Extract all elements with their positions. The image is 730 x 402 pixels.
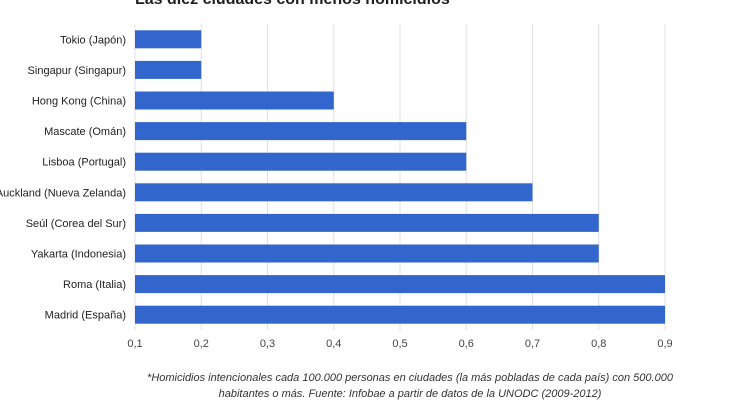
category-label: Madrid (España) <box>45 310 126 322</box>
bar <box>135 91 334 110</box>
bar <box>135 305 665 324</box>
x-tick-label: 0,2 <box>194 338 209 350</box>
bar <box>135 213 599 232</box>
category-label: Mascate (Omán) <box>44 126 126 138</box>
bar <box>135 183 533 202</box>
bar <box>135 60 202 79</box>
category-label: Lisboa (Portugal) <box>42 157 126 169</box>
x-tick-label: 0,1 <box>127 338 142 350</box>
category-label: Seúl (Corea del Sur) <box>26 218 126 230</box>
x-tick-label: 0,9 <box>657 338 672 350</box>
bar <box>135 275 665 294</box>
x-tick-label: 0,5 <box>392 338 407 350</box>
bar <box>135 30 202 49</box>
category-label: Roma (Italia) <box>63 279 126 291</box>
footnote-line-1: *Homicidios intencionales cada 100.000 p… <box>147 372 673 384</box>
category-label: Yakarta (Indonesia) <box>31 249 126 261</box>
category-label: Hong Kong (China) <box>32 96 126 108</box>
chart-footnote: *Homicidios intencionales cada 100.000 p… <box>130 370 690 402</box>
x-tick-label: 0,7 <box>525 338 540 350</box>
x-tick-label: 0,6 <box>459 338 474 350</box>
x-tick-label: 0,3 <box>260 338 275 350</box>
x-tick-label: 0,4 <box>326 338 341 350</box>
category-label: Singapur (Singapur) <box>28 65 126 77</box>
chart-title: Las diez ciudades con menos homicidios* <box>135 0 456 9</box>
bar <box>135 152 467 171</box>
footnote-line-2: habitantes o más. Fuente: Infobae a part… <box>218 388 602 400</box>
category-label: Auckland (Nueva Zelanda) <box>0 187 126 199</box>
bar <box>135 122 467 141</box>
bar-chart: 0,1 0,2 0,3 0,4 0,5 0,6 0,7 0,8 0,9 Tokio (Japón)… <box>0 24 673 350</box>
category-label: Tokio (Japón) <box>60 34 126 46</box>
x-tick-label: 0,8 <box>591 338 606 350</box>
bar <box>135 244 599 263</box>
